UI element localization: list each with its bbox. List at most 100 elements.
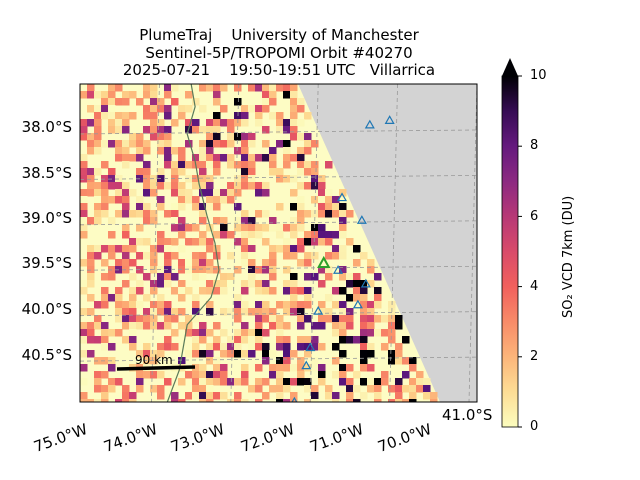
so2-pixel	[402, 385, 410, 393]
so2-pixel	[94, 119, 102, 127]
so2-pixel	[122, 280, 130, 288]
so2-pixel	[129, 315, 137, 323]
so2-pixel	[339, 210, 347, 218]
so2-pixel	[304, 140, 312, 148]
so2-pixel	[360, 392, 368, 400]
so2-pixel	[136, 224, 144, 232]
so2-pixel	[136, 350, 144, 358]
so2-pixel	[318, 371, 326, 379]
so2-pixel	[367, 259, 375, 267]
so2-pixel	[283, 84, 291, 92]
so2-pixel	[178, 287, 186, 295]
so2-pixel	[164, 84, 172, 92]
so2-pixel	[164, 112, 172, 120]
so2-pixel	[276, 126, 284, 134]
so2-pixel	[206, 378, 214, 386]
so2-pixel	[150, 245, 158, 253]
so2-pixel	[108, 84, 116, 92]
so2-pixel	[227, 154, 235, 162]
so2-pixel	[269, 147, 277, 155]
so2-pixel	[241, 140, 249, 148]
so2-pixel	[262, 280, 270, 288]
so2-pixel	[332, 392, 340, 400]
so2-pixel	[115, 378, 123, 386]
so2-pixel	[206, 259, 214, 267]
so2-pixel	[164, 378, 172, 386]
so2-pixel	[234, 189, 242, 197]
so2-pixel	[171, 315, 179, 323]
so2-pixel	[143, 294, 151, 302]
so2-pixel	[178, 112, 186, 120]
so2-pixel	[143, 273, 151, 281]
so2-pixel	[255, 315, 263, 323]
so2-pixel	[129, 336, 137, 344]
so2-pixel	[171, 119, 179, 127]
so2-pixel	[80, 392, 88, 400]
so2-pixel	[353, 245, 361, 253]
so2-pixel	[276, 343, 284, 351]
so2-pixel	[129, 91, 137, 99]
so2-pixel	[262, 210, 270, 218]
so2-pixel	[395, 392, 403, 400]
colorbar	[501, 75, 519, 428]
so2-pixel	[129, 322, 137, 330]
so2-pixel	[318, 315, 326, 323]
so2-pixel	[262, 189, 270, 197]
so2-pixel	[143, 343, 151, 351]
so2-pixel	[374, 273, 382, 281]
so2-pixel	[304, 182, 312, 190]
so2-pixel	[143, 140, 151, 148]
so2-pixel	[206, 245, 214, 253]
so2-pixel	[220, 280, 228, 288]
colorbar-tick-label: 6	[530, 209, 539, 224]
so2-pixel	[374, 399, 382, 402]
so2-pixel	[311, 273, 319, 281]
so2-pixel	[122, 231, 130, 239]
so2-pixel	[227, 273, 235, 281]
so2-pixel	[178, 161, 186, 169]
so2-pixel	[192, 252, 200, 260]
so2-pixel	[234, 84, 242, 92]
so2-pixel	[374, 392, 382, 400]
so2-pixel	[290, 280, 298, 288]
so2-pixel	[367, 301, 375, 309]
so2-pixel	[346, 210, 354, 218]
so2-pixel	[311, 252, 319, 260]
so2-pixel	[290, 231, 298, 239]
so2-pixel	[395, 343, 403, 351]
so2-pixel	[178, 217, 186, 225]
so2-pixel	[150, 112, 158, 120]
so2-pixel	[220, 154, 228, 162]
so2-pixel	[213, 98, 221, 106]
so2-pixel	[304, 210, 312, 218]
so2-pixel	[311, 336, 319, 344]
so2-pixel	[269, 154, 277, 162]
so2-pixel	[297, 301, 305, 309]
volcano-marker	[301, 360, 312, 370]
so2-pixel	[269, 252, 277, 260]
so2-pixel	[248, 224, 256, 232]
so2-pixel	[213, 189, 221, 197]
so2-pixel	[276, 175, 284, 183]
so2-pixel	[255, 210, 263, 218]
so2-pixel	[276, 371, 284, 379]
so2-pixel	[269, 112, 277, 120]
so2-pixel	[353, 336, 361, 344]
so2-pixel	[108, 112, 116, 120]
so2-pixel	[150, 322, 158, 330]
so2-pixel	[213, 91, 221, 99]
so2-pixel	[269, 315, 277, 323]
so2-pixel	[206, 224, 214, 232]
so2-pixel	[220, 196, 228, 204]
so2-pixel	[80, 217, 88, 225]
so2-pixel	[360, 301, 368, 309]
so2-pixel	[297, 259, 305, 267]
map-frame	[79, 83, 478, 403]
so2-pixel	[262, 315, 270, 323]
so2-pixel	[304, 385, 312, 393]
so2-pixel	[192, 224, 200, 232]
so2-pixel	[262, 357, 270, 365]
so2-pixel	[290, 105, 298, 113]
so2-pixel	[234, 301, 242, 309]
so2-pixel	[325, 203, 333, 211]
